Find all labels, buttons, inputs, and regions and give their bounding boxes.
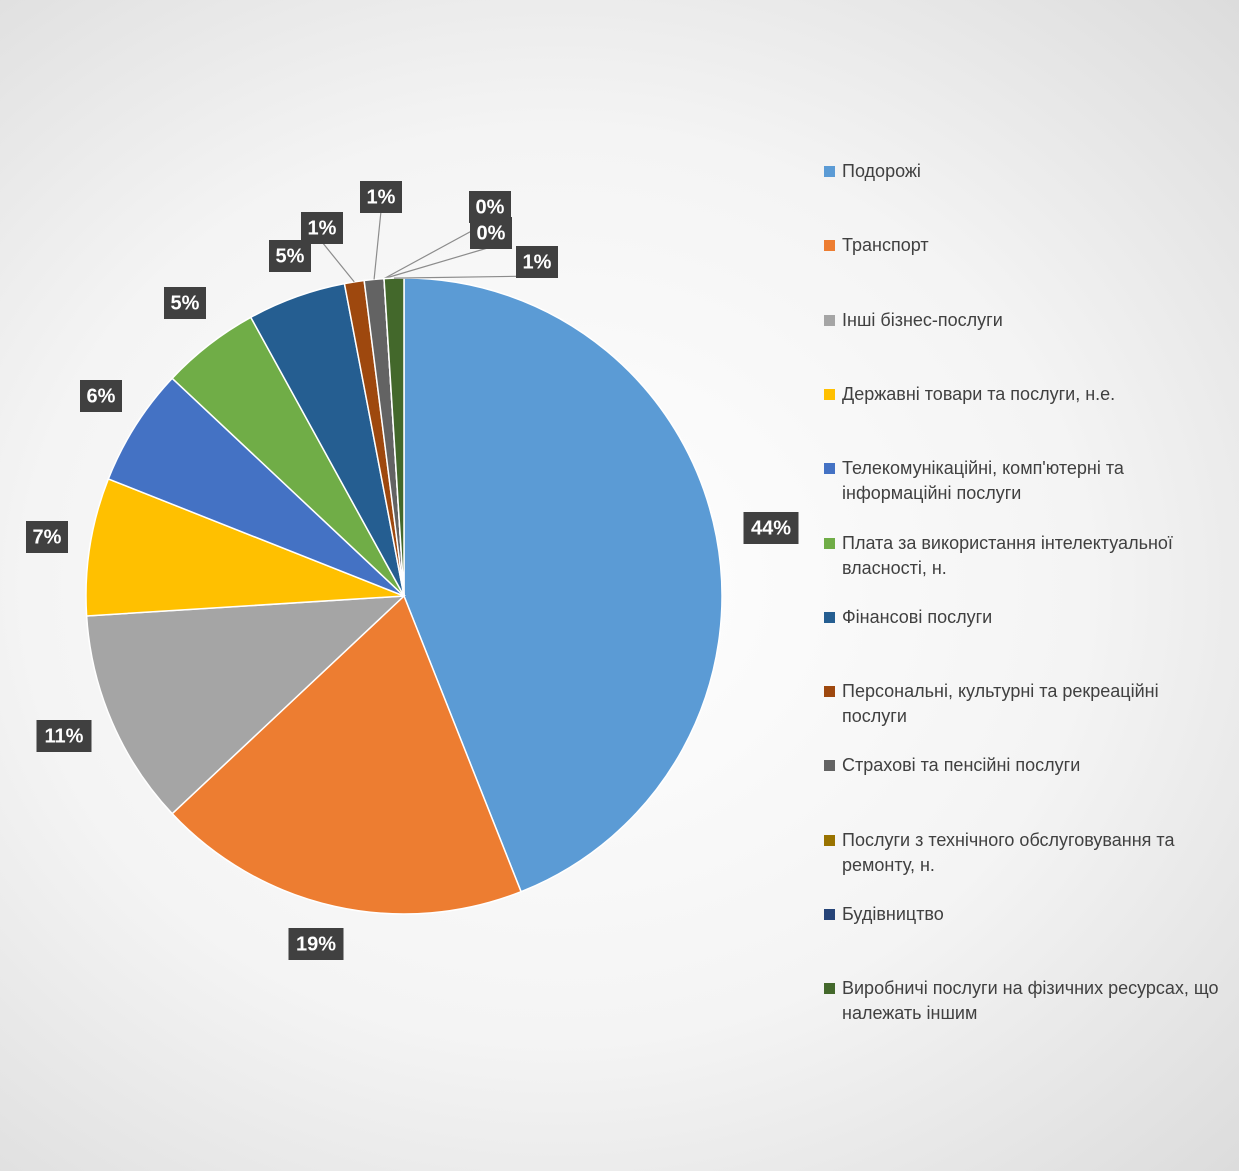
data-label-box xyxy=(164,287,206,319)
legend-item: Страхові та пенсійні послуги xyxy=(824,753,1224,778)
data-label: 6% xyxy=(87,385,116,407)
legend-label: Державні товари та послуги, н.е. xyxy=(842,383,1116,404)
legend-item: Подорожі xyxy=(824,159,1224,184)
data-label-box xyxy=(360,181,402,213)
data-label-box xyxy=(26,521,68,553)
legend-item: Державні товари та послуги, н.е. xyxy=(824,382,1224,407)
legend-label: Інші бізнес-послуги xyxy=(842,309,1003,330)
legend-label: Транспорт xyxy=(842,235,929,256)
legend-label: Страхові та пенсійні послуги xyxy=(842,755,1081,776)
data-label: 1% xyxy=(367,186,396,208)
legend-label: Плата за використання інтелектуальної вл… xyxy=(842,532,1173,578)
data-label-box xyxy=(288,928,344,960)
legend-item: Телекомунікаційні, комп'ютерні та інформ… xyxy=(824,456,1224,506)
data-label: 1% xyxy=(523,251,552,273)
data-label: 11% xyxy=(45,725,84,747)
data-label: 0% xyxy=(476,196,505,218)
legend-swatch xyxy=(824,760,835,772)
legend-label: Телекомунікаційні, комп'ютерні та інформ… xyxy=(842,458,1124,504)
legend-swatch xyxy=(824,314,835,326)
legend-item: Послуги з технічного обслуговування та р… xyxy=(824,828,1224,878)
legend-label: Будівництво xyxy=(842,904,944,924)
data-label-box xyxy=(470,217,512,249)
legend-label: Фінансові послуги xyxy=(842,606,993,627)
legend-label: Подорожі xyxy=(842,161,921,181)
data-label: 5% xyxy=(171,292,200,314)
data-label: 7% xyxy=(33,526,62,548)
legend-label: Послуги з технічного обслуговування та р… xyxy=(842,829,1175,875)
legend-swatch xyxy=(824,909,835,920)
data-label-box xyxy=(516,246,558,278)
legend-swatch xyxy=(824,686,835,698)
data-label-box xyxy=(36,720,92,752)
data-label: 19% xyxy=(296,933,336,955)
legend-swatch xyxy=(824,240,835,252)
legend-swatch xyxy=(824,388,835,400)
legend-swatch xyxy=(824,463,835,475)
data-label: 1% xyxy=(308,217,337,239)
leader-line xyxy=(373,210,382,280)
data-label-box xyxy=(301,212,343,244)
pie-slice xyxy=(171,594,523,915)
legend-swatch xyxy=(824,537,835,549)
legend-item: Транспорт xyxy=(824,233,1224,258)
leader-line xyxy=(383,246,492,280)
legend-item: Виробничі послуги на фізичних ресурсах, … xyxy=(824,976,1224,1026)
pie-slice xyxy=(403,277,723,893)
leader-line xyxy=(394,275,538,279)
data-label-box xyxy=(269,240,311,272)
leader-line xyxy=(321,241,355,283)
legend-item: Фінансові послуги xyxy=(824,605,1224,630)
pie-slice xyxy=(85,477,405,617)
legend-swatch xyxy=(824,611,835,623)
legend-item: Плата за використання інтелектуальної вл… xyxy=(824,531,1224,581)
legend-swatch xyxy=(824,983,835,995)
data-label-box xyxy=(743,512,799,544)
legend-label: Персональні, культурні та рекреаційні по… xyxy=(842,681,1159,727)
legend-item: Персональні, культурні та рекреаційні по… xyxy=(824,679,1224,729)
legend-item: Будівництво xyxy=(824,902,1224,927)
legend-swatch xyxy=(824,166,835,177)
pie-slice xyxy=(85,595,407,815)
legend-item: Інші бізнес-послуги xyxy=(824,308,1224,333)
pie-slice xyxy=(107,377,405,597)
data-label: 5% xyxy=(276,245,305,267)
data-label-box xyxy=(80,380,122,412)
data-label: 44% xyxy=(751,517,791,539)
legend-swatch xyxy=(824,834,835,846)
data-label: 0% xyxy=(477,222,506,244)
legend-label: Виробничі послуги на фізичних ресурсах, … xyxy=(842,978,1219,1024)
